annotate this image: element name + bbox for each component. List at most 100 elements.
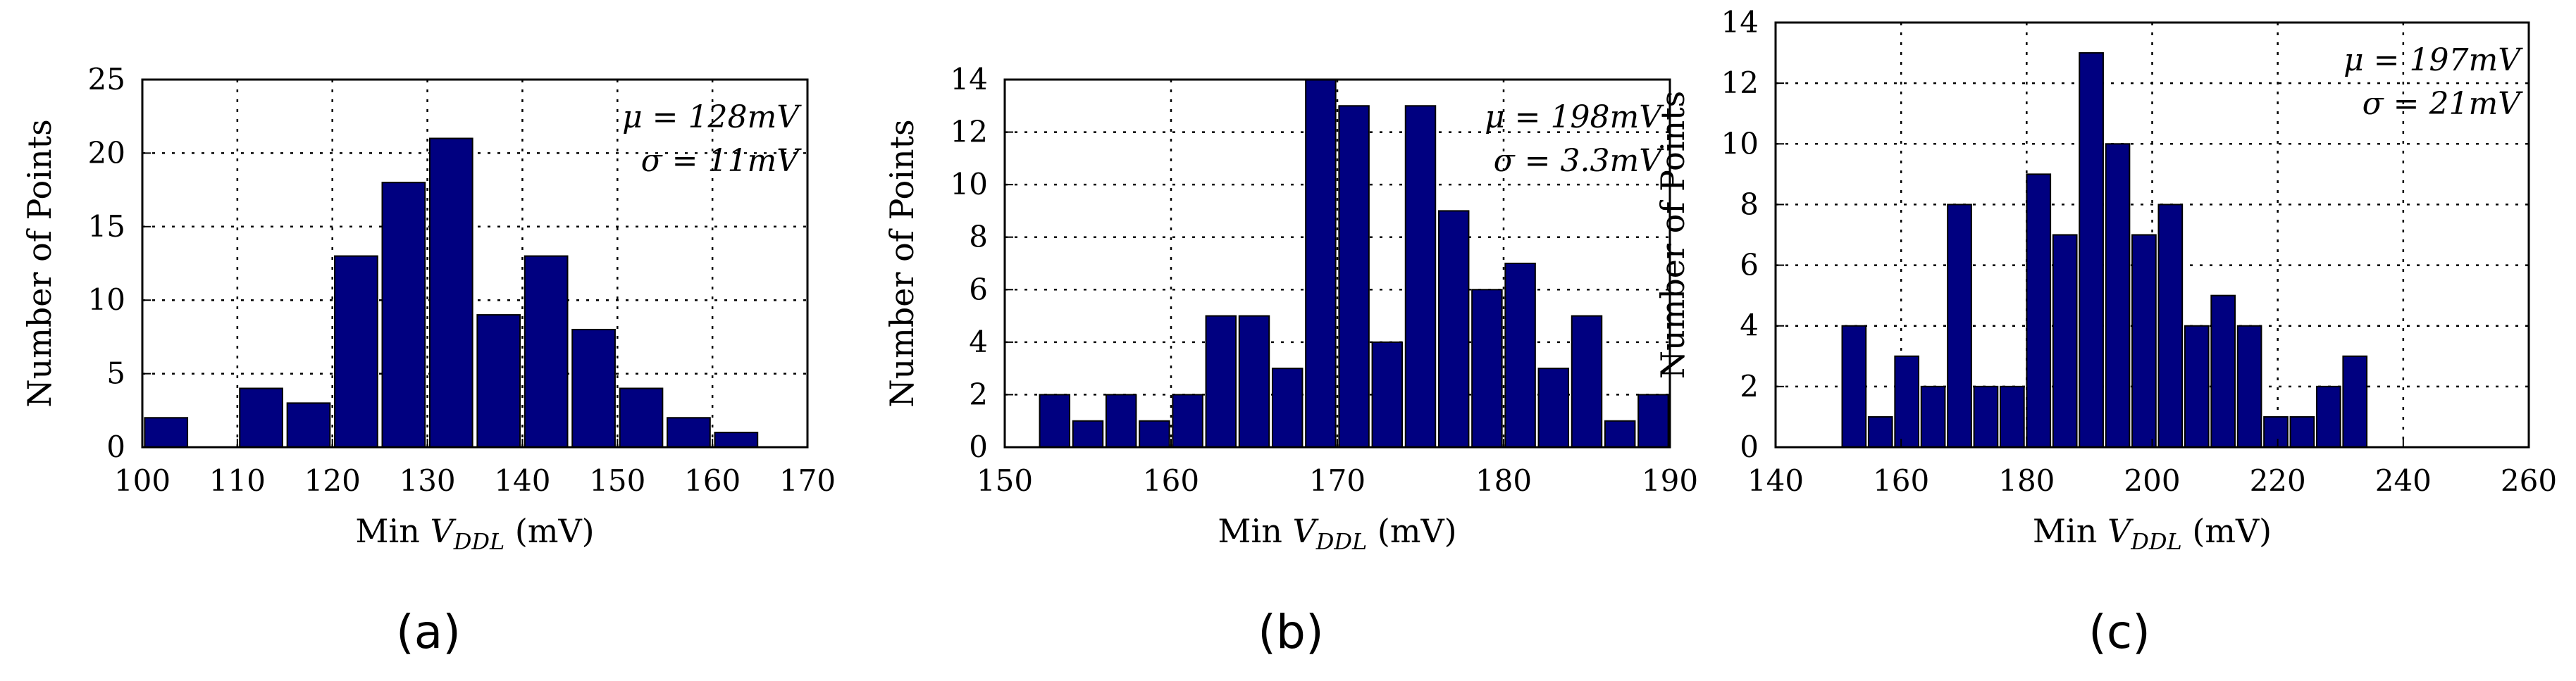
histogram-bar xyxy=(381,182,426,448)
histogram-panel-b: 150 160 170 180 190 0 2 4 6 8 10 12 14 Min VDDL (mV) N… xyxy=(883,62,1698,659)
x-axis-label: Min VDDL (mV) xyxy=(1218,512,1456,555)
histogram-bar xyxy=(2263,416,2289,449)
histogram-bar xyxy=(1404,105,1437,449)
x-axis-label-var: V xyxy=(430,512,457,550)
histogram-bar xyxy=(1039,394,1071,449)
x-tick-label: 150 xyxy=(977,463,1033,498)
x-tick-label: 120 xyxy=(304,463,361,498)
histogram-bar xyxy=(1604,420,1636,449)
histogram-bar xyxy=(2315,385,2341,448)
x-tick-label: 160 xyxy=(684,463,741,498)
panel-caption: (c) xyxy=(2088,605,2150,659)
histogram-bar xyxy=(428,137,473,449)
histogram-bar xyxy=(1238,315,1270,449)
histogram-bar xyxy=(239,387,283,448)
x-tick-label: 170 xyxy=(779,463,836,498)
sigma-annotation: σ = 11mV xyxy=(641,143,803,179)
y-axis-label: Number of Points xyxy=(883,119,921,407)
x-axis-label-suffix: (mV) xyxy=(504,512,594,550)
x-tick-label: 100 xyxy=(114,463,171,498)
y-tick-label: 2 xyxy=(1740,369,1759,404)
plot-frame xyxy=(141,78,809,449)
y-tick-label: 8 xyxy=(1740,187,1759,221)
y-axis-label: Number of Points xyxy=(20,119,58,407)
histogram-bar xyxy=(1637,394,1669,449)
x-tick-label: 160 xyxy=(1143,463,1199,498)
x-axis-label-suffix: (mV) xyxy=(2182,512,2272,550)
histogram-bar xyxy=(2131,234,2157,448)
histogram-bar xyxy=(2052,234,2078,448)
histogram-bar xyxy=(2210,294,2236,448)
histogram-bar xyxy=(1504,263,1536,448)
x-axis-label: Min VDDL (mV) xyxy=(2033,512,2272,555)
y-tick-label: 25 xyxy=(88,62,125,96)
sigma-annotation: σ = 3.3mV xyxy=(1494,143,1665,179)
y-axis-label: Number of Points xyxy=(1654,91,1692,379)
y-tick-label: 10 xyxy=(1721,126,1759,161)
y-tick-label: 4 xyxy=(1740,308,1759,343)
y-tick-label: 12 xyxy=(950,115,988,149)
x-axis-label-sub: DDL xyxy=(2130,528,2182,555)
histogram-bar xyxy=(1471,289,1503,448)
histogram-bar xyxy=(2105,143,2131,449)
histogram-bar xyxy=(1867,416,1893,449)
histogram-bar xyxy=(1571,315,1603,449)
x-tick-label: 190 xyxy=(1642,463,1698,498)
y-tick-label: 15 xyxy=(88,209,125,244)
x-axis-label: Min VDDL (mV) xyxy=(355,512,594,555)
histogram-bar xyxy=(2236,325,2262,449)
mean-annotation: μ = 198mV xyxy=(1485,99,1664,135)
y-tick-label: 8 xyxy=(969,220,988,254)
panel-caption: (a) xyxy=(396,605,461,659)
mean-annotation: μ = 128mV xyxy=(622,99,802,135)
histogram-bar xyxy=(1537,368,1570,449)
histogram-bar xyxy=(1920,385,1946,448)
histogram-bar xyxy=(1841,325,1867,449)
histogram-bar xyxy=(1105,394,1137,449)
x-axis-label-var: V xyxy=(1292,512,1319,550)
y-tick-label: 2 xyxy=(969,377,988,411)
y-tick-label: 12 xyxy=(1721,65,1759,100)
y-tick-label: 0 xyxy=(969,430,988,464)
x-axis-label-prefix: Min xyxy=(2033,512,2107,550)
histogram-bar xyxy=(476,314,521,448)
histogram-bar xyxy=(1072,420,1104,449)
y-tick-label: 14 xyxy=(1721,5,1759,39)
histogram-bar xyxy=(2184,325,2210,449)
x-tick-label: 160 xyxy=(1873,463,1929,498)
histogram-bar xyxy=(2000,385,2025,448)
histogram-bar xyxy=(1271,368,1304,449)
x-tick-label: 170 xyxy=(1309,463,1366,498)
x-tick-label: 260 xyxy=(2501,463,2557,498)
histogram-bar xyxy=(2026,173,2052,448)
x-tick-label: 220 xyxy=(2250,463,2306,498)
histogram-bar xyxy=(2157,204,2184,448)
mean-annotation: μ = 197mV xyxy=(2343,42,2523,78)
x-tick-label: 140 xyxy=(494,463,550,498)
y-tick-label: 14 xyxy=(950,62,988,96)
x-tick-label: 150 xyxy=(589,463,645,498)
histogram-bar xyxy=(1205,315,1237,449)
panel-caption: (b) xyxy=(1258,605,1323,659)
x-tick-label: 130 xyxy=(399,463,455,498)
histogram-bar xyxy=(1139,420,1170,449)
histogram-bar xyxy=(619,387,664,448)
x-tick-label: 180 xyxy=(1475,463,1532,498)
x-axis-label-suffix: (mV) xyxy=(1367,512,1456,550)
y-tick-label: 10 xyxy=(950,167,988,201)
x-axis-label-sub: DDL xyxy=(1315,528,1368,555)
histogram-bar xyxy=(1894,355,1920,448)
x-tick-label: 140 xyxy=(1747,463,1804,498)
histogram-bar xyxy=(1437,210,1470,448)
y-tick-label: 0 xyxy=(1740,430,1759,464)
histogram-bar xyxy=(1172,394,1203,449)
x-tick-label: 240 xyxy=(2375,463,2432,498)
y-tick-label: 6 xyxy=(969,272,988,306)
y-tick-label: 6 xyxy=(1740,248,1759,282)
histogram-bar xyxy=(1371,341,1404,448)
y-tick-label: 10 xyxy=(88,282,125,317)
x-axis-label-prefix: Min xyxy=(1218,512,1292,550)
x-tick-label: 110 xyxy=(209,463,266,498)
y-tick-label: 4 xyxy=(969,325,988,359)
